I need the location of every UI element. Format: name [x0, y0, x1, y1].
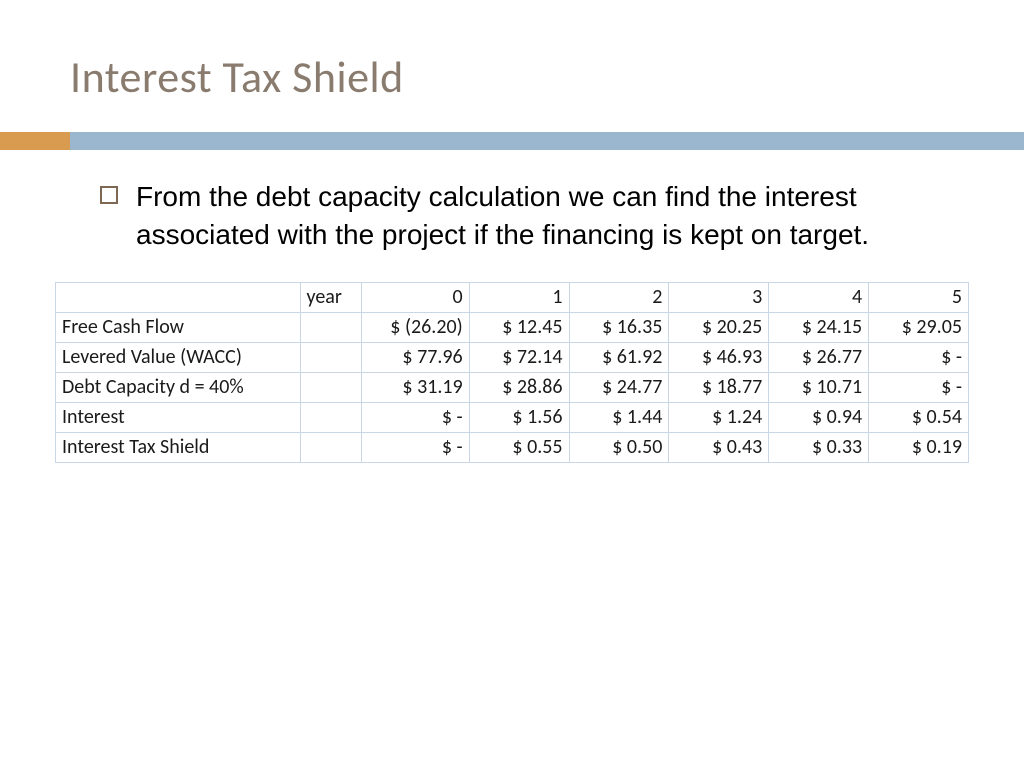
- row-label: Interest Tax Shield: [56, 432, 301, 462]
- cell-blank: [300, 372, 361, 402]
- row-label: Debt Capacity d = 40%: [56, 372, 301, 402]
- header-blank: [56, 282, 301, 312]
- table-row: Free Cash Flow $ (26.20) $ 12.45 $ 16.35…: [56, 312, 969, 342]
- bullet-row: From the debt capacity calculation we ca…: [100, 178, 954, 254]
- cell: $ 18.77: [669, 372, 769, 402]
- cell: $ 29.05: [869, 312, 969, 342]
- cell: $ 10.71: [769, 372, 869, 402]
- cell: $ 28.86: [469, 372, 569, 402]
- cell: $ 1.44: [569, 402, 669, 432]
- cell-blank: [300, 432, 361, 462]
- cell: $ 16.35: [569, 312, 669, 342]
- cell-blank: [300, 402, 361, 432]
- cell: $ 24.77: [569, 372, 669, 402]
- header-year-0: 0: [361, 282, 469, 312]
- cell: $ 0.19: [869, 432, 969, 462]
- cell: $ -: [869, 372, 969, 402]
- cell: $ 12.45: [469, 312, 569, 342]
- cell: $ 1.56: [469, 402, 569, 432]
- table-row: Interest Tax Shield $ - $ 0.55 $ 0.50 $ …: [56, 432, 969, 462]
- cell: $ 0.55: [469, 432, 569, 462]
- cell: $ 0.33: [769, 432, 869, 462]
- table-row: Interest $ - $ 1.56 $ 1.44 $ 1.24 $ 0.94…: [56, 402, 969, 432]
- body-text: From the debt capacity calculation we ca…: [136, 178, 954, 254]
- cell: $ (26.20): [361, 312, 469, 342]
- bar-main: [70, 132, 1024, 150]
- row-label: Free Cash Flow: [56, 312, 301, 342]
- cell: $ -: [869, 342, 969, 372]
- table-row: Debt Capacity d = 40% $ 31.19 $ 28.86 $ …: [56, 372, 969, 402]
- row-label: Levered Value (WACC): [56, 342, 301, 372]
- bar-accent: [0, 132, 70, 150]
- bullet-box-icon: [100, 186, 118, 204]
- cell: $ 0.50: [569, 432, 669, 462]
- cell: $ 61.92: [569, 342, 669, 372]
- slide: Interest Tax Shield From the debt capaci…: [0, 0, 1024, 768]
- cell-blank: [300, 342, 361, 372]
- cell: $ 26.77: [769, 342, 869, 372]
- table-row: Levered Value (WACC) $ 77.96 $ 72.14 $ 6…: [56, 342, 969, 372]
- cell: $ 24.15: [769, 312, 869, 342]
- header-year-5: 5: [869, 282, 969, 312]
- cell: $ 0.43: [669, 432, 769, 462]
- body-area: From the debt capacity calculation we ca…: [0, 150, 1024, 254]
- cell: $ 46.93: [669, 342, 769, 372]
- row-label: Interest: [56, 402, 301, 432]
- cell: $ -: [361, 402, 469, 432]
- cell-blank: [300, 312, 361, 342]
- cell: $ -: [361, 432, 469, 462]
- cell: $ 1.24: [669, 402, 769, 432]
- header-year-4: 4: [769, 282, 869, 312]
- cell: $ 31.19: [361, 372, 469, 402]
- header-year-2: 2: [569, 282, 669, 312]
- divider-bars: [0, 132, 1024, 150]
- cell: $ 0.94: [769, 402, 869, 432]
- table-header-row: year 0 1 2 3 4 5: [56, 282, 969, 312]
- header-year-label: year: [300, 282, 361, 312]
- cell: $ 0.54: [869, 402, 969, 432]
- table-wrap: year 0 1 2 3 4 5 Free Cash Flow $ (26.20…: [0, 254, 1024, 463]
- header-year-1: 1: [469, 282, 569, 312]
- header-year-3: 3: [669, 282, 769, 312]
- cell: $ 77.96: [361, 342, 469, 372]
- intersest-tax-shield-table: year 0 1 2 3 4 5 Free Cash Flow $ (26.20…: [55, 282, 969, 463]
- cell: $ 20.25: [669, 312, 769, 342]
- slide-title: Interest Tax Shield: [0, 0, 1024, 104]
- cell: $ 72.14: [469, 342, 569, 372]
